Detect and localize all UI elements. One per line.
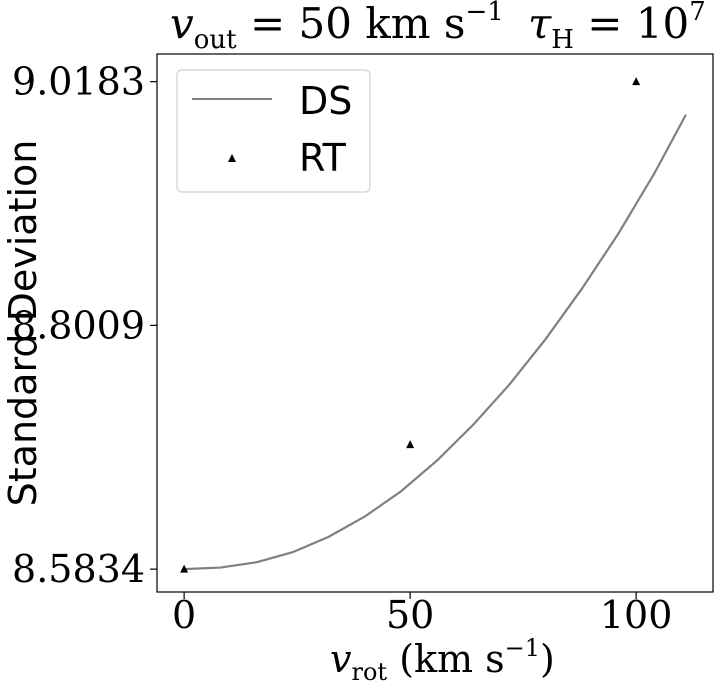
x-axis-label: vrot (km s−1) xyxy=(330,634,555,686)
legend-rt-label: RT xyxy=(299,136,347,180)
data-point-rt xyxy=(406,440,415,449)
x-tick-label: 0 xyxy=(172,593,196,637)
y-axis-label: Standard Deviation xyxy=(1,140,45,507)
chart-title-left: vout = 50 km s−1 xyxy=(170,0,504,55)
chart-title-right: τH = 107 xyxy=(528,0,706,55)
x-tick-label: 50 xyxy=(386,593,434,637)
legend: DS RT xyxy=(176,69,371,193)
y-axis-ticks: 8.5834 8.8009 9.0183 xyxy=(12,60,157,591)
x-tick-label: 100 xyxy=(600,593,673,637)
data-point-rt xyxy=(180,564,189,573)
y-tick-label: 8.5834 xyxy=(12,547,145,591)
legend-ds-label: DS xyxy=(299,79,352,123)
plot-frame xyxy=(156,53,714,593)
series-layer xyxy=(180,77,687,573)
y-tick-label: 9.0183 xyxy=(12,60,145,104)
series-line-ds xyxy=(184,114,687,571)
y-tick-label: 8.8009 xyxy=(12,303,145,347)
data-point-rt xyxy=(632,77,641,86)
x-axis-ticks: 0 50 100 xyxy=(172,592,672,637)
legend-rt-marker xyxy=(228,154,236,162)
legend-box xyxy=(176,69,371,193)
